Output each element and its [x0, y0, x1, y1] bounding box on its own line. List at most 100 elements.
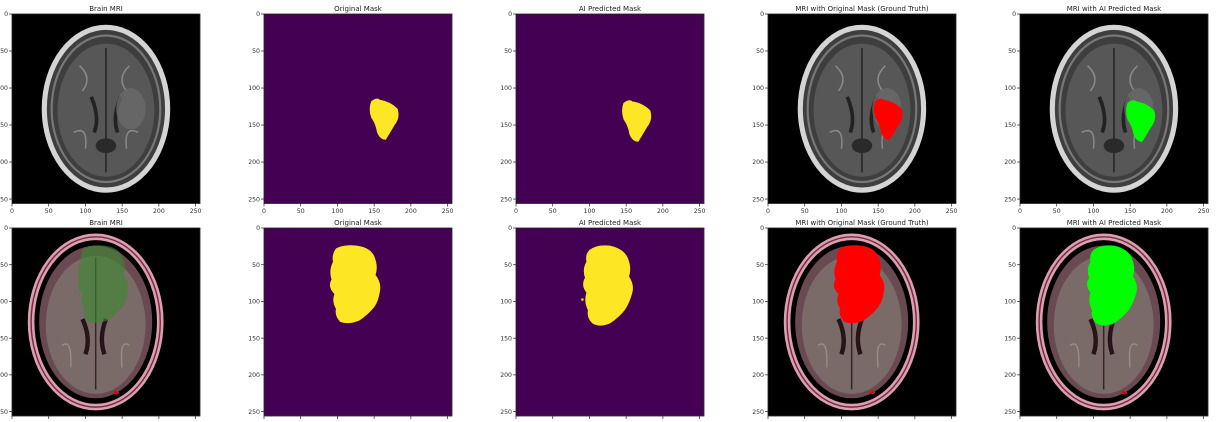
y-tick-label: 200 [248, 372, 260, 379]
x-tick-label: 100 [1088, 208, 1100, 215]
x-axis-ticks [11, 416, 196, 419]
x-tick-label: 0 [262, 208, 266, 215]
y-axis-ticks: 0 50 100 150 200 250 [500, 225, 516, 416]
panel-row1-mri-with-ai-predicted-mask: MRI with AI Predicted Mask 0 50 100 150 200 2… [1004, 5, 1209, 215]
y-tick-label: 50 [504, 48, 512, 55]
y-tick-label: 250 [248, 409, 260, 416]
x-tick-label: 0 [1018, 208, 1022, 215]
y-tick-label: 0 [508, 11, 512, 18]
x-tick-label: 200 [909, 208, 921, 215]
y-axis-ticks: 0 50 100 150 200 250 [0, 11, 12, 203]
y-tick-label: 250 [248, 196, 260, 203]
y-axis-ticks: 0 50 100 150 200 250 [0, 225, 12, 416]
y-tick-label: 250 [500, 196, 512, 203]
x-axis-ticks: 0 50 100 150 200 250 [262, 203, 454, 215]
panel-title: Original Mask [334, 219, 383, 227]
y-tick-label: 100 [248, 85, 260, 92]
y-axis-ticks: 0 50 100 150 200 250 [248, 225, 264, 416]
x-tick-label: 250 [694, 208, 706, 215]
y-tick-label: 250 [500, 409, 512, 416]
y-tick-label: 200 [0, 372, 8, 379]
x-tick-label: 100 [80, 208, 92, 215]
y-tick-label: 150 [500, 122, 512, 129]
x-tick-label: 100 [836, 208, 848, 215]
y-tick-label: 0 [508, 225, 512, 232]
y-tick-label: 100 [248, 299, 260, 306]
panel-row2-mri-with-original-mask: MRI with Original Mask (Ground Truth) 0 5… [752, 219, 957, 419]
x-axis-ticks: 0 50 100 150 200 250 [514, 203, 706, 215]
y-axis-ticks: 0 50 100 150 200 250 [248, 11, 264, 203]
x-tick-label: 100 [332, 208, 344, 215]
panel-title: MRI with Original Mask (Ground Truth) [795, 219, 929, 227]
panel-title: Brain MRI [89, 5, 123, 13]
panel-row1-ai-predicted-mask: AI Predicted Mask 0 50 100 150 200 250 0 50 100… [500, 5, 705, 215]
panel-title: MRI with Original Mask (Ground Truth) [795, 5, 929, 13]
panel-row2-ai-predicted-mask: AI Predicted Mask 0 50 100 150 200 250 [500, 219, 705, 419]
y-tick-label: 200 [752, 372, 764, 379]
panel-title: AI Predicted Mask [579, 219, 642, 227]
y-tick-label: 150 [0, 335, 8, 342]
panel-title: AI Predicted Mask [579, 5, 642, 13]
y-tick-label: 250 [0, 196, 8, 203]
y-tick-label: 100 [500, 85, 512, 92]
y-tick-label: 150 [0, 122, 8, 129]
x-tick-label: 200 [153, 208, 165, 215]
x-tick-label: 250 [946, 208, 958, 215]
y-tick-label: 0 [1012, 225, 1016, 232]
y-tick-label: 100 [752, 299, 764, 306]
x-tick-label: 200 [405, 208, 417, 215]
x-tick-label: 50 [297, 208, 305, 215]
y-axis-ticks: 0 50 100 150 200 250 [752, 225, 768, 416]
x-tick-label: 150 [872, 208, 884, 215]
y-tick-label: 150 [752, 122, 764, 129]
x-tick-label: 50 [1053, 208, 1061, 215]
x-tick-label: 200 [1161, 208, 1173, 215]
y-tick-label: 50 [1008, 48, 1016, 55]
x-axis-ticks [767, 416, 952, 419]
panel-title: MRI with AI Predicted Mask [1067, 219, 1162, 227]
panel-row1-original-mask: Original Mask 0 50 100 150 200 250 0 50 100 150 2… [248, 5, 453, 215]
y-tick-label: 50 [1008, 262, 1016, 269]
y-tick-label: 0 [4, 11, 8, 18]
y-axis-ticks: 0 50 100 150 200 250 [1004, 225, 1020, 416]
y-tick-label: 0 [4, 225, 8, 232]
y-tick-label: 200 [1004, 372, 1016, 379]
y-tick-label: 250 [0, 409, 8, 416]
x-axis-ticks: 0 50 100 150 200 250 [10, 203, 202, 215]
y-tick-label: 0 [1012, 11, 1016, 18]
y-tick-label: 50 [252, 262, 260, 269]
y-tick-label: 100 [500, 299, 512, 306]
y-tick-label: 100 [0, 85, 8, 92]
y-tick-label: 50 [504, 262, 512, 269]
x-tick-label: 0 [10, 208, 14, 215]
x-tick-label: 50 [45, 208, 53, 215]
y-tick-label: 0 [256, 11, 260, 18]
x-tick-label: 150 [368, 208, 380, 215]
x-axis-ticks [1019, 416, 1204, 419]
y-tick-label: 50 [252, 48, 260, 55]
y-tick-label: 100 [752, 85, 764, 92]
panel-row2-mri-with-ai-predicted-mask: MRI with AI Predicted Mask 0 50 100 150 200 2… [1004, 219, 1209, 419]
x-tick-label: 150 [1124, 208, 1136, 215]
y-tick-label: 200 [752, 159, 764, 166]
y-tick-label: 150 [500, 335, 512, 342]
y-tick-label: 100 [1004, 299, 1016, 306]
panel-title: Original Mask [334, 5, 383, 13]
x-tick-label: 0 [514, 208, 518, 215]
y-tick-label: 150 [1004, 335, 1016, 342]
y-tick-label: 50 [0, 48, 8, 55]
panel-title: Brain MRI [89, 219, 123, 227]
y-tick-label: 250 [752, 196, 764, 203]
x-tick-label: 250 [442, 208, 454, 215]
x-tick-label: 250 [1198, 208, 1210, 215]
y-tick-label: 50 [756, 48, 764, 55]
x-tick-label: 0 [766, 208, 770, 215]
y-tick-label: 50 [0, 262, 8, 269]
x-tick-label: 250 [190, 208, 202, 215]
x-axis-ticks [263, 416, 448, 419]
y-tick-label: 150 [1004, 122, 1016, 129]
y-tick-label: 200 [1004, 159, 1016, 166]
x-axis-ticks [515, 416, 700, 419]
y-tick-label: 100 [1004, 85, 1016, 92]
y-axis-ticks: 0 50 100 150 200 250 [752, 11, 768, 203]
